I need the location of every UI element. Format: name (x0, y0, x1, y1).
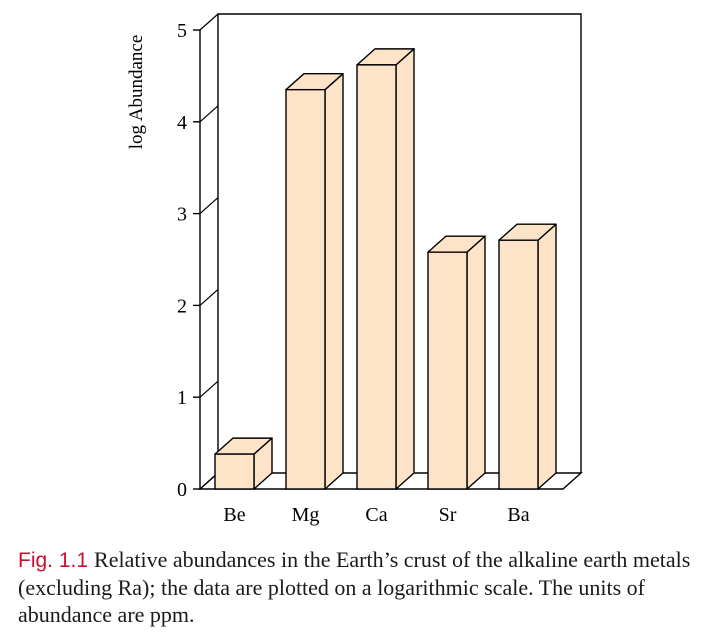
y-tick-depth-line (199, 105, 219, 123)
y-tick-label: 2 (177, 295, 187, 317)
bar-front-face (285, 88, 326, 490)
y-tick-depth-line (199, 13, 219, 31)
figure-label: Fig. 1.1 (18, 549, 89, 572)
x-tick-label: Ca (365, 504, 387, 526)
bar-chart: 0 1 2 3 4 5 Be Mg Ca Sr Ba log Abundance (126, 13, 583, 526)
bar-front-face (214, 453, 255, 490)
bar-side-face (324, 72, 344, 490)
y-axis-label: log Abundance (126, 35, 147, 150)
y-tick-label: 4 (177, 112, 187, 134)
y-tick-depth-line (199, 288, 219, 306)
bar-front-face (498, 239, 539, 490)
figure-caption: Fig. 1.1 Relative abundances in the Earth… (18, 546, 698, 628)
bars (214, 48, 557, 490)
y-tick-label: 0 (177, 479, 187, 501)
bar-side-face (395, 48, 415, 490)
bar (214, 437, 273, 490)
x-tick-label: Ba (507, 504, 529, 526)
bar (498, 223, 557, 490)
y-axis: 0 1 2 3 4 5 (177, 13, 219, 501)
y-tick-label: 3 (177, 204, 187, 226)
x-tick-label: Mg (292, 504, 320, 526)
bar-side-face (537, 223, 557, 490)
bar (285, 72, 344, 490)
x-tick-labels: Be Mg Ca Sr Ba (223, 504, 529, 526)
y-tick-label: 1 (177, 387, 187, 409)
y-tick-depth-line (199, 197, 219, 215)
bar-front-face (427, 251, 468, 490)
bar-side-face (466, 235, 486, 490)
x-tick-label: Sr (439, 504, 457, 526)
caption-text: Relative abundances in the Earth’s crust… (18, 547, 691, 627)
x-tick-label: Be (223, 504, 245, 526)
back-wall (217, 13, 582, 473)
bar (427, 235, 486, 490)
bar (356, 48, 415, 490)
y-tick-depth-line (199, 380, 219, 398)
bar-front-face (356, 64, 397, 490)
y-tick-label: 5 (177, 20, 187, 42)
